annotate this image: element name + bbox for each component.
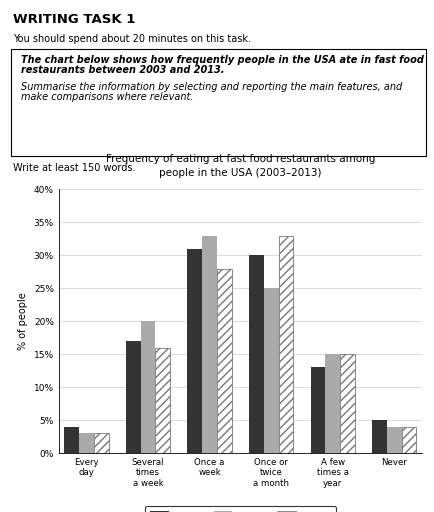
Bar <box>187 249 202 453</box>
Bar <box>310 368 325 453</box>
Bar <box>202 236 217 453</box>
Text: Summarise the information by selecting and reporting the main features, and: Summarise the information by selecting a… <box>21 82 401 92</box>
Bar <box>371 420 386 453</box>
Bar <box>64 427 79 453</box>
Bar <box>339 354 354 453</box>
Y-axis label: % of people: % of people <box>18 292 28 350</box>
Text: restaurants between 2003 and 2013.: restaurants between 2003 and 2013. <box>21 65 224 75</box>
Text: The chart below shows how frequently people in the USA ate in fast food: The chart below shows how frequently peo… <box>21 55 423 65</box>
Text: make comparisons where relevant.: make comparisons where relevant. <box>21 92 193 102</box>
Bar <box>217 268 231 453</box>
Bar <box>155 348 170 453</box>
Bar <box>278 236 293 453</box>
Bar <box>386 427 401 453</box>
Bar <box>248 255 263 453</box>
Bar <box>94 433 108 453</box>
Bar <box>125 341 140 453</box>
Text: Write at least 150 words.: Write at least 150 words. <box>13 163 135 173</box>
Bar <box>140 322 155 453</box>
Legend: 2003, 2006, 2013: 2003, 2006, 2013 <box>145 506 335 512</box>
Text: WRITING TASK 1: WRITING TASK 1 <box>13 13 135 26</box>
Bar <box>79 433 94 453</box>
Bar <box>325 354 339 453</box>
Text: Frequency of eating at fast food restaurants among: Frequency of eating at fast food restaur… <box>105 154 374 164</box>
Text: people in the USA (2003–2013): people in the USA (2003–2013) <box>159 167 321 178</box>
Bar <box>401 427 415 453</box>
Bar <box>263 288 278 453</box>
Text: You should spend about 20 minutes on this task.: You should spend about 20 minutes on thi… <box>13 34 250 45</box>
